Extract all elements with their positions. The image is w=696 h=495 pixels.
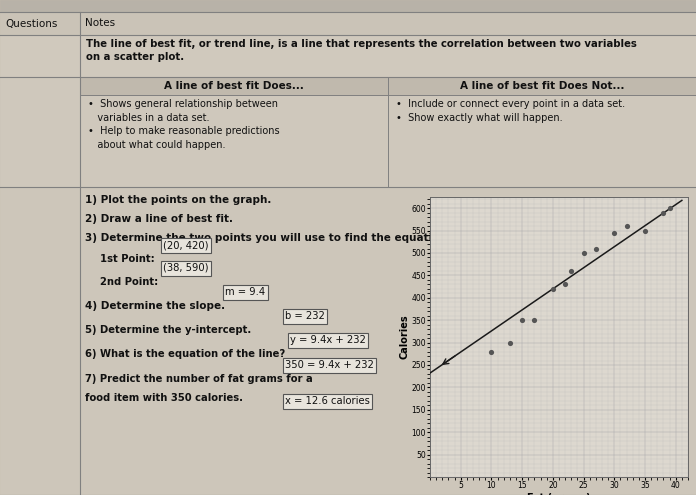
Text: 2) Draw a line of best fit.: 2) Draw a line of best fit. (85, 214, 233, 224)
Point (664, 204, 675, 212)
Bar (0, 0, 696, 12)
Bar (388, 77, 696, 95)
Point (505, 339, 516, 346)
Point (621, 222, 632, 230)
Text: y = 9.4x + 232: y = 9.4x + 232 (290, 335, 366, 345)
Text: A line of best fit Does Not...: A line of best fit Does Not... (460, 81, 624, 91)
Point (486, 347, 497, 355)
Text: 350 = 9.4x + 232: 350 = 9.4x + 232 (285, 360, 374, 370)
Text: 4) Determine the slope.: 4) Determine the slope. (85, 301, 225, 311)
Text: m = 9.4: m = 9.4 (225, 287, 265, 297)
Text: A line of best fit Does...: A line of best fit Does... (164, 81, 304, 91)
Text: •  Include or connect every point in a data set.
•  Show exactly what will happe: • Include or connect every point in a da… (396, 99, 625, 123)
Bar (0, 35, 696, 77)
Text: The line of best fit, or trend line, is a line that represents the correlation b: The line of best fit, or trend line, is … (86, 39, 637, 62)
Point (658, 209, 669, 217)
Text: (38, 590): (38, 590) (163, 263, 209, 273)
Point (578, 249, 589, 257)
Bar (0, 12, 696, 35)
Text: food item with 350 calories.: food item with 350 calories. (85, 393, 243, 403)
Point (529, 316, 540, 324)
Text: 1) Plot the points on the graph.: 1) Plot the points on the graph. (85, 195, 271, 205)
Bar (0, 187, 696, 495)
Text: b = 232: b = 232 (285, 311, 325, 321)
Y-axis label: Calories: Calories (400, 315, 410, 359)
Text: Notes: Notes (85, 18, 115, 29)
Point (516, 316, 528, 324)
X-axis label: Fat (grams): Fat (grams) (527, 493, 591, 495)
Bar (0, 77, 696, 187)
Point (547, 285, 558, 293)
Point (640, 227, 651, 235)
Text: (20, 420): (20, 420) (163, 240, 209, 250)
Text: 6) What is the equation of the line?: 6) What is the equation of the line? (85, 349, 285, 359)
Text: 5) Determine the y-intercept.: 5) Determine the y-intercept. (85, 325, 251, 335)
Point (560, 280, 571, 288)
Text: 7) Predict the number of fat grams for a: 7) Predict the number of fat grams for a (85, 374, 313, 384)
Point (609, 229, 620, 237)
Bar (80, 77, 388, 95)
Text: 1st Point:: 1st Point: (100, 254, 155, 264)
Text: x = 12.6 calories: x = 12.6 calories (285, 396, 370, 406)
Point (590, 245, 601, 252)
Text: •  Shows general relationship between
   variables in a data set.
•  Help to mak: • Shows general relationship between var… (88, 99, 280, 150)
Text: 2nd Point:: 2nd Point: (100, 277, 158, 287)
Point (566, 267, 577, 275)
Text: 3) Determine the two points you will use to find the equation.: 3) Determine the two points you will use… (85, 233, 451, 243)
Text: Questions: Questions (5, 18, 57, 29)
